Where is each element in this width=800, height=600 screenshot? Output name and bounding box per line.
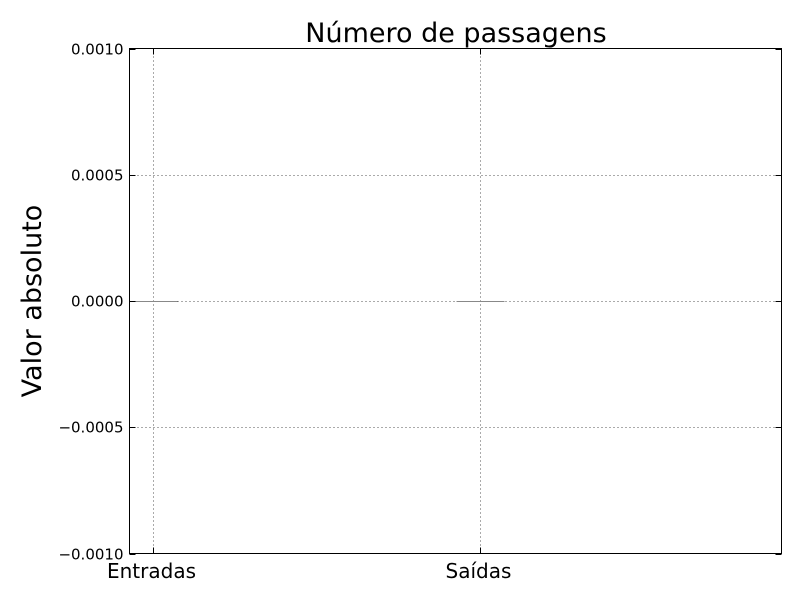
y-tick-label: 0.0010	[71, 41, 124, 59]
axis-ticks	[129, 48, 782, 555]
chart-title: Número de passagens	[305, 18, 606, 49]
y-tick-label: −0.0010	[58, 546, 123, 564]
x-tick-labels: Entradas Saídas	[107, 559, 511, 583]
y-tick-labels: 0.0010 0.0005 0.0000 −0.0005 −0.0010	[58, 41, 123, 564]
x-tick-label: Entradas	[107, 559, 196, 583]
x-tick-label: Saídas	[446, 559, 512, 583]
y-axis-label: Valor absoluto	[17, 205, 48, 398]
y-tick-label: 0.0000	[71, 293, 124, 311]
y-tick-label: 0.0005	[71, 167, 124, 185]
y-tick-label: −0.0005	[58, 419, 123, 437]
plot-frame	[129, 48, 782, 554]
